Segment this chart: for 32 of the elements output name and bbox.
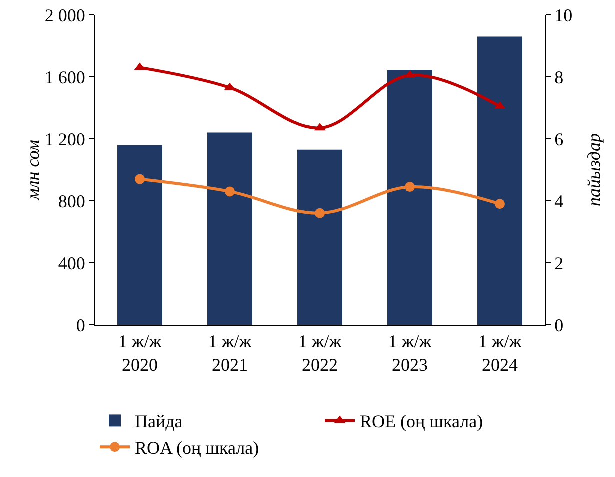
bar — [118, 145, 162, 325]
y2-tick-label: 0 — [554, 315, 564, 336]
y-tick-label: 800 — [58, 191, 86, 212]
y2-tick-label: 6 — [554, 129, 564, 150]
y-tick-label: 0 — [76, 315, 86, 336]
x-tick-label: 1 ж/ж 2020 — [118, 332, 162, 375]
point — [225, 186, 235, 197]
bar — [478, 36, 522, 325]
point — [315, 208, 325, 218]
point — [405, 182, 415, 192]
y2-tick-label: 2 — [554, 253, 564, 274]
y-axis-title: млн сом — [22, 139, 43, 202]
y2-tick-label: 10 — [554, 5, 573, 26]
y-tick-label: 400 — [58, 253, 86, 274]
legend-label: Пайда — [135, 412, 183, 432]
bar — [208, 132, 252, 325]
x-tick-label: 1 ж/ж 2021 — [208, 332, 252, 375]
point — [495, 199, 505, 210]
y2-tick-label: 8 — [554, 67, 564, 88]
y-tick-label: 1 600 — [44, 67, 86, 88]
bar — [388, 70, 432, 325]
y-tick-label: 2 000 — [44, 5, 86, 26]
y2-axis-title: пайыздар — [584, 133, 604, 207]
point — [135, 174, 145, 184]
x-tick-label: 1 ж/ж 2022 — [298, 332, 342, 375]
y-tick-label: 1 200 — [44, 129, 86, 150]
y2-tick-label: 4 — [554, 191, 564, 212]
legend-label: ROE (оң шкала) — [360, 412, 484, 432]
legend-label: ROA (оң шкала) — [135, 438, 260, 458]
x-tick-label: 1 ж/ж 2023 — [388, 332, 432, 375]
x-tick-label: 1 ж/ж 2024 — [478, 332, 522, 375]
bar — [298, 150, 342, 325]
